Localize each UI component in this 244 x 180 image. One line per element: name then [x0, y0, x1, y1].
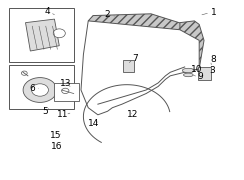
- Text: 9: 9: [198, 72, 203, 81]
- Text: 4: 4: [44, 7, 50, 16]
- FancyBboxPatch shape: [54, 83, 79, 101]
- Text: 7: 7: [132, 54, 138, 63]
- Circle shape: [53, 29, 65, 38]
- Bar: [198, 67, 211, 80]
- Polygon shape: [81, 21, 199, 115]
- Ellipse shape: [182, 68, 194, 73]
- Text: 10: 10: [191, 65, 202, 74]
- FancyBboxPatch shape: [9, 8, 74, 62]
- Text: 12: 12: [127, 110, 139, 119]
- Text: 13: 13: [60, 79, 71, 88]
- Text: 8: 8: [211, 55, 216, 64]
- Polygon shape: [180, 21, 204, 72]
- Text: 3: 3: [210, 66, 215, 75]
- Circle shape: [62, 88, 69, 94]
- Text: 2: 2: [105, 10, 110, 19]
- Text: 6: 6: [30, 84, 36, 93]
- Polygon shape: [88, 14, 185, 31]
- FancyBboxPatch shape: [9, 65, 74, 109]
- Text: 1: 1: [211, 8, 216, 17]
- Bar: [123, 60, 134, 72]
- Ellipse shape: [183, 73, 193, 77]
- Circle shape: [23, 78, 57, 102]
- Text: 5: 5: [42, 107, 48, 116]
- Circle shape: [31, 84, 48, 96]
- Text: 14: 14: [88, 119, 100, 128]
- Circle shape: [21, 71, 27, 75]
- Polygon shape: [26, 19, 59, 51]
- Text: 16: 16: [51, 142, 62, 151]
- Text: 11: 11: [57, 110, 69, 119]
- Text: 15: 15: [50, 131, 61, 140]
